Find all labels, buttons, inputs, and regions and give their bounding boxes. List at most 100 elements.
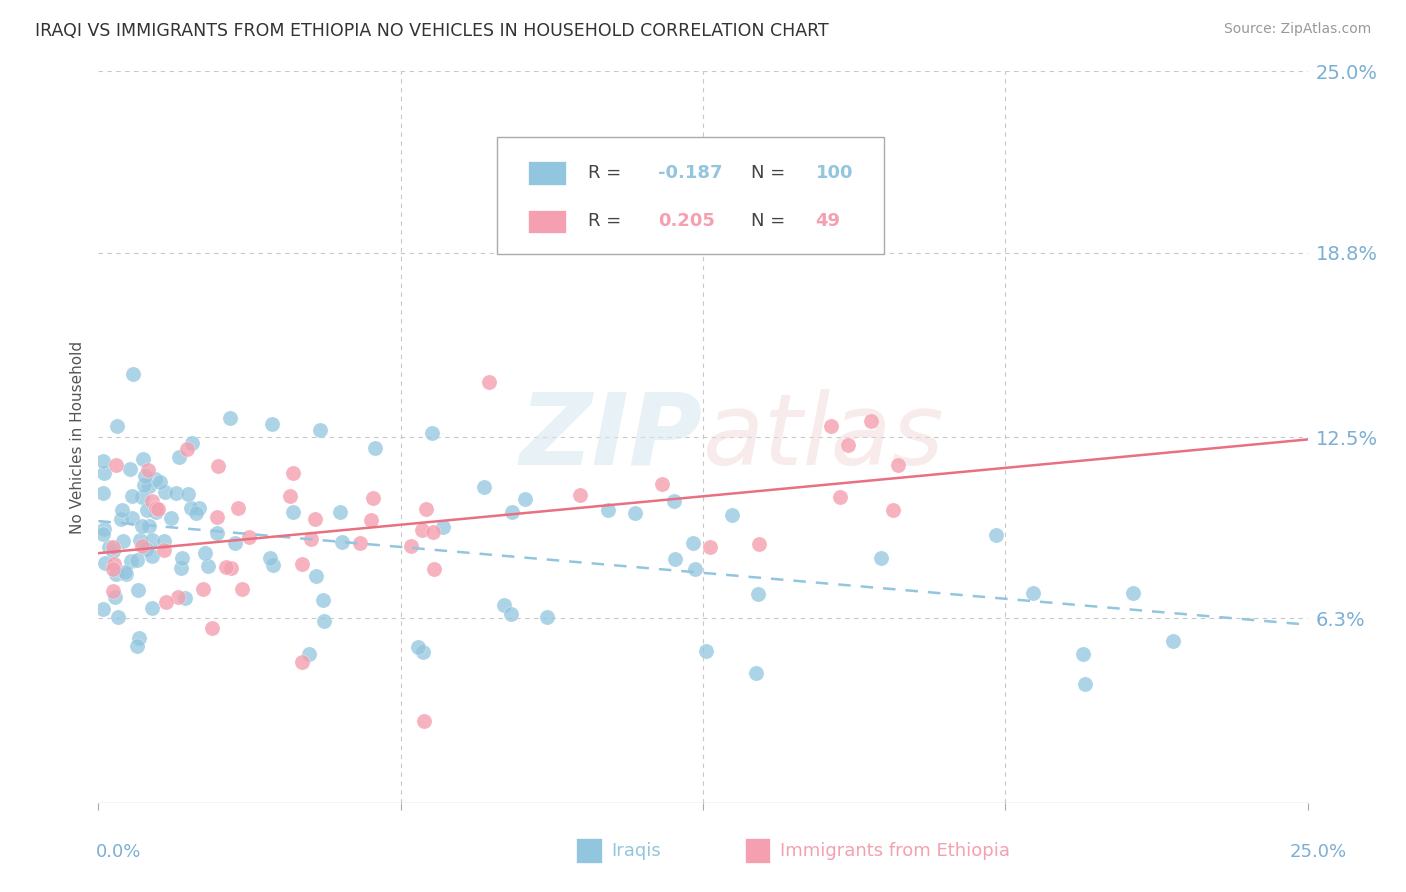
- Point: [478, 375, 501, 389]
- Point: [97, 540, 120, 554]
- Point: [201, 621, 224, 635]
- Point: [152, 534, 174, 549]
- Point: [420, 425, 443, 440]
- Point: [176, 442, 198, 456]
- Point: [138, 479, 160, 493]
- Point: [501, 505, 523, 519]
- Point: [745, 665, 768, 680]
- Point: [747, 587, 769, 601]
- Point: [93, 453, 115, 467]
- Point: [134, 541, 156, 556]
- Point: [132, 451, 155, 466]
- Point: [415, 502, 437, 516]
- Text: 0.0%: 0.0%: [96, 843, 141, 861]
- Point: [110, 512, 132, 526]
- Point: [131, 518, 153, 533]
- Point: [651, 477, 673, 491]
- Point: [91, 602, 114, 616]
- FancyBboxPatch shape: [527, 210, 567, 233]
- Point: [695, 644, 717, 658]
- Point: [93, 466, 115, 480]
- Point: [361, 491, 384, 505]
- Point: [887, 458, 910, 473]
- Point: [101, 541, 124, 555]
- Point: [360, 513, 382, 527]
- Point: [129, 533, 152, 547]
- Point: [304, 511, 326, 525]
- Text: Iraqis: Iraqis: [612, 842, 661, 860]
- Point: [141, 601, 163, 615]
- Point: [141, 493, 163, 508]
- Point: [141, 533, 163, 548]
- Y-axis label: No Vehicles in Household: No Vehicles in Household: [69, 341, 84, 533]
- Point: [114, 565, 136, 579]
- Point: [127, 639, 149, 653]
- Point: [432, 520, 454, 534]
- Point: [145, 505, 167, 519]
- Point: [228, 501, 250, 516]
- Point: [121, 554, 143, 568]
- Point: [411, 524, 433, 538]
- Point: [134, 477, 156, 491]
- Point: [1161, 634, 1184, 648]
- Point: [136, 463, 159, 477]
- Point: [262, 558, 284, 573]
- Point: [186, 506, 208, 520]
- Text: 0.205: 0.205: [658, 212, 716, 230]
- Point: [281, 505, 304, 519]
- Point: [699, 540, 721, 554]
- Point: [111, 503, 134, 517]
- Point: [259, 551, 281, 566]
- Point: [138, 519, 160, 533]
- Point: [231, 582, 253, 597]
- Point: [145, 501, 167, 516]
- Point: [314, 614, 336, 628]
- Point: [197, 559, 219, 574]
- Text: N =: N =: [751, 212, 792, 230]
- Point: [93, 522, 115, 536]
- Point: [166, 590, 188, 604]
- Point: [141, 549, 163, 563]
- Point: [207, 458, 229, 473]
- Point: [308, 423, 330, 437]
- Text: R =: R =: [588, 212, 627, 230]
- Point: [191, 582, 214, 597]
- Point: [305, 569, 328, 583]
- Point: [146, 502, 169, 516]
- Point: [830, 491, 852, 505]
- Point: [1074, 677, 1097, 691]
- Point: [101, 544, 124, 558]
- Text: 100: 100: [815, 164, 853, 182]
- Point: [131, 539, 153, 553]
- Point: [128, 632, 150, 646]
- Point: [492, 598, 515, 612]
- Point: [1071, 647, 1094, 661]
- Text: Source: ZipAtlas.com: Source: ZipAtlas.com: [1223, 22, 1371, 37]
- Point: [364, 441, 387, 455]
- Point: [170, 561, 193, 575]
- Point: [748, 537, 770, 551]
- Point: [312, 593, 335, 607]
- Point: [624, 506, 647, 520]
- Point: [180, 500, 202, 515]
- Point: [870, 551, 893, 566]
- Point: [721, 508, 744, 522]
- Point: [125, 553, 148, 567]
- Point: [662, 494, 685, 508]
- Point: [262, 417, 284, 432]
- Point: [194, 546, 217, 560]
- Text: ZIP: ZIP: [520, 389, 703, 485]
- Point: [472, 479, 495, 493]
- Point: [131, 490, 153, 504]
- Point: [224, 536, 246, 550]
- Point: [127, 582, 149, 597]
- Point: [112, 533, 135, 548]
- Point: [330, 534, 353, 549]
- Point: [298, 648, 321, 662]
- Point: [882, 502, 904, 516]
- Point: [1022, 586, 1045, 600]
- Point: [121, 511, 143, 525]
- Point: [219, 560, 242, 574]
- Point: [349, 536, 371, 550]
- Point: [568, 488, 591, 502]
